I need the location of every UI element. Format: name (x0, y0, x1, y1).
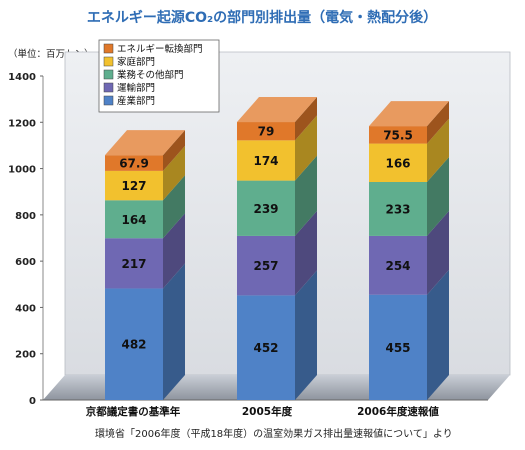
value-labels: 482 217 164 127 67.9 452 257 239 174 79 455 254 233 1… (119, 125, 413, 356)
legend: エネルギー転換部門 家庭部門 業務その他部門 運輸部門 産業部門 (98, 39, 220, 113)
bar-segment (105, 145, 185, 201)
legend-swatch (103, 69, 114, 80)
bar-front (105, 200, 163, 239)
bar-front (105, 288, 163, 400)
bar-side (295, 210, 317, 296)
bar-top (237, 97, 317, 123)
bar-side (295, 115, 317, 181)
bar-side (163, 130, 185, 171)
legend-label: 運輸部門 (117, 82, 155, 94)
bar-side (163, 145, 185, 201)
chart-title: エネルギー起源CO₂の部門別排出量（電気・熱配分後） (87, 9, 437, 26)
y-tick-label: 800 (15, 211, 36, 222)
bar-side (427, 156, 449, 236)
y-tick-label: 1400 (8, 72, 36, 83)
legend-swatch (103, 82, 114, 93)
value-label: 164 (121, 213, 146, 227)
bar-segment (105, 130, 185, 171)
bar-front (369, 143, 427, 182)
value-label: 452 (253, 341, 278, 355)
legend-swatch (103, 56, 114, 67)
value-label: 254 (385, 259, 410, 273)
bar-side (427, 118, 449, 182)
legend-label: 家庭部門 (117, 56, 155, 68)
bar-side (163, 175, 185, 239)
value-label: 166 (385, 156, 410, 170)
bar-segment (237, 155, 317, 236)
bar-side (295, 270, 317, 400)
bar-segment (369, 269, 449, 400)
bar-segment (105, 263, 185, 400)
bar-top (105, 130, 185, 156)
bar-front (105, 155, 163, 171)
bar-segment (237, 97, 317, 141)
bar-front (369, 235, 427, 295)
source-note: 環境省「2006年度（平成18年度）の温室効果ガス排出量速報値について」より (95, 427, 453, 440)
bar-front (105, 238, 163, 289)
bar-front (237, 295, 295, 400)
bar-front (369, 294, 427, 400)
bars (105, 97, 449, 400)
value-label: 257 (253, 259, 278, 273)
y-tick-label: 0 (29, 396, 36, 407)
bar-front (237, 180, 295, 236)
legend-label: 産業部門 (117, 95, 155, 107)
bar-segment (369, 210, 449, 295)
value-label: 217 (121, 257, 146, 271)
value-label: 67.9 (119, 157, 149, 171)
bar-side (427, 269, 449, 400)
bar-segment (369, 118, 449, 182)
bar-segment (369, 101, 449, 144)
y-tick-label: 600 (15, 257, 36, 268)
bar-segment (369, 156, 449, 236)
bar-segment (105, 213, 185, 289)
bar-front (369, 181, 427, 236)
bar-side (163, 263, 185, 400)
legend-label: 業務その他部門 (117, 69, 184, 81)
bar-side (427, 210, 449, 295)
bar-front (105, 170, 163, 201)
value-label: 455 (385, 341, 410, 355)
bar-side (295, 97, 317, 141)
value-label: 482 (121, 338, 146, 352)
legend-box (98, 39, 220, 113)
bar-segment (237, 115, 317, 181)
bar-segment (237, 210, 317, 296)
bar-front (237, 140, 295, 181)
bar-segment (105, 175, 185, 239)
bar-front (237, 122, 295, 141)
value-label: 79 (258, 125, 275, 139)
bar-segment (237, 270, 317, 400)
legend-label: エネルギー転換部門 (117, 43, 203, 55)
bar-top (369, 101, 449, 127)
category-label: 2005年度 (242, 405, 293, 418)
value-label: 75.5 (383, 128, 413, 142)
y-tick-label: 1000 (8, 165, 36, 176)
y-axis-ticks: 0 200 400 600 800 1000 1200 1400 (8, 72, 43, 407)
legend-swatch (103, 43, 114, 54)
y-tick-label: 1200 (8, 118, 36, 129)
y-tick-label: 200 (15, 350, 36, 361)
bar-side (427, 101, 449, 144)
legend-swatch (103, 95, 114, 106)
bar-front (237, 235, 295, 296)
value-label: 127 (121, 179, 146, 193)
value-label: 174 (253, 154, 278, 168)
y-tick-label: 400 (15, 303, 36, 314)
value-label: 233 (385, 202, 410, 216)
value-label: 239 (253, 202, 278, 216)
bar-side (295, 155, 317, 236)
bar-side (163, 213, 185, 289)
category-label: 京都議定書の基準年 (86, 405, 181, 418)
bar-front (369, 126, 427, 144)
category-label: 2006年度速報値 (357, 405, 439, 418)
